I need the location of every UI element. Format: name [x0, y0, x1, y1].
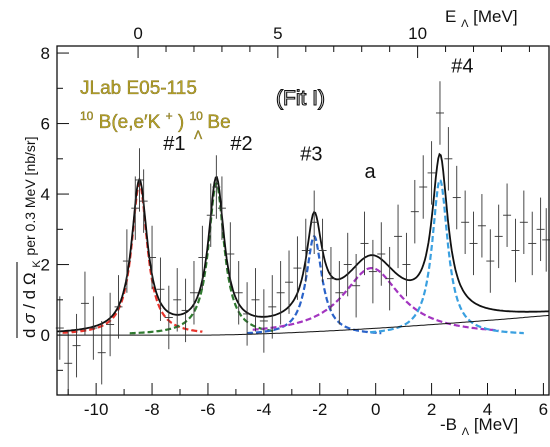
x-tick-label: -8 [144, 400, 159, 419]
axis-ticks: -10 -8 -6 -4 -2 0 2 4 6 0 2 4 6 8 0 5 10 [41, 24, 549, 419]
background-curve [57, 314, 550, 336]
top-tick-label: 10 [408, 24, 427, 43]
top-tick-label: 5 [273, 24, 282, 43]
x-tick-label: 6 [539, 400, 548, 419]
top-axis-label-sub: Λ [461, 18, 469, 30]
fit-component-curve [129, 182, 275, 335]
top-tick-label: 0 [133, 24, 142, 43]
top-axis-label: E Λ [MeV] [445, 7, 518, 31]
reaction-prefix: 10 [80, 109, 94, 123]
x-tick-label: -2 [312, 400, 327, 419]
y-axis-label-d1: d [20, 329, 39, 338]
data-layer [55, 81, 550, 395]
x-axis-label-sub: Λ [462, 426, 470, 438]
y-tick-label: 4 [41, 185, 50, 204]
y-axis-label-text: d σ / d Ω K per 0.3 MeV [nb/sr] [20, 137, 44, 338]
x-tick-label: 4 [483, 400, 492, 419]
y-tick-label: 8 [41, 44, 50, 63]
x-tick-label: 0 [371, 400, 380, 419]
reaction-product: Be [207, 112, 230, 133]
top-axis-label-main: E [445, 7, 456, 26]
peak-label: #1 [163, 133, 185, 155]
fit-component-curve [62, 182, 203, 334]
peak-label: #2 [230, 133, 252, 155]
y-axis-label: d σ / d Ω K per 0.3 MeV [nb/sr] [16, 137, 44, 338]
y-axis-label-omega: Ω [20, 272, 39, 285]
reaction-close: ) [178, 112, 184, 133]
y-tick-label: 6 [41, 115, 50, 134]
x-tick-label: -6 [200, 400, 215, 419]
y-tick-label: 0 [41, 326, 50, 345]
x-tick-label: -4 [256, 400, 271, 419]
reaction-hyp-mass: 10 [189, 109, 203, 123]
x-tick-label: -10 [84, 400, 109, 419]
y-axis-label-omega-sub: K [31, 260, 43, 268]
fit-component-curve [252, 267, 499, 332]
y-axis-label-d2: d [20, 290, 39, 299]
reaction-kplus: + [166, 109, 173, 123]
experiment-label: JLab E05-115 [80, 78, 197, 99]
x-axis-label-unit: [MeV] [474, 415, 518, 434]
reaction-hyp-sub: Λ [194, 128, 202, 142]
peak-label: #4 [451, 55, 473, 77]
top-axis-label-unit: [MeV] [473, 7, 517, 26]
fit-label: (Fit I) [276, 87, 325, 110]
peak-labels: #1 #2 #3 a #4 [163, 55, 473, 183]
peak-label: #3 [300, 144, 322, 166]
y-axis-label-slash: / [20, 304, 39, 309]
y-axis-label-rest: per 0.3 MeV [nb/sr] [22, 137, 38, 256]
fit-component-curve [369, 178, 524, 335]
reaction-label: 10 B(e,e′K + ) 10 Λ Be [80, 104, 231, 144]
peak-label: a [365, 161, 377, 183]
reaction-target: B(e,e′K [99, 112, 161, 133]
y-tick-label: 2 [41, 256, 50, 275]
y-axis-label-sigma: σ [20, 313, 39, 324]
x-tick-label: 2 [427, 400, 436, 419]
x-axis-label-main: -B [440, 415, 457, 434]
x-axis-label: -B Λ [MeV] [440, 415, 518, 439]
plot-frame [56, 45, 550, 396]
total-fit-curve [56, 152, 550, 333]
